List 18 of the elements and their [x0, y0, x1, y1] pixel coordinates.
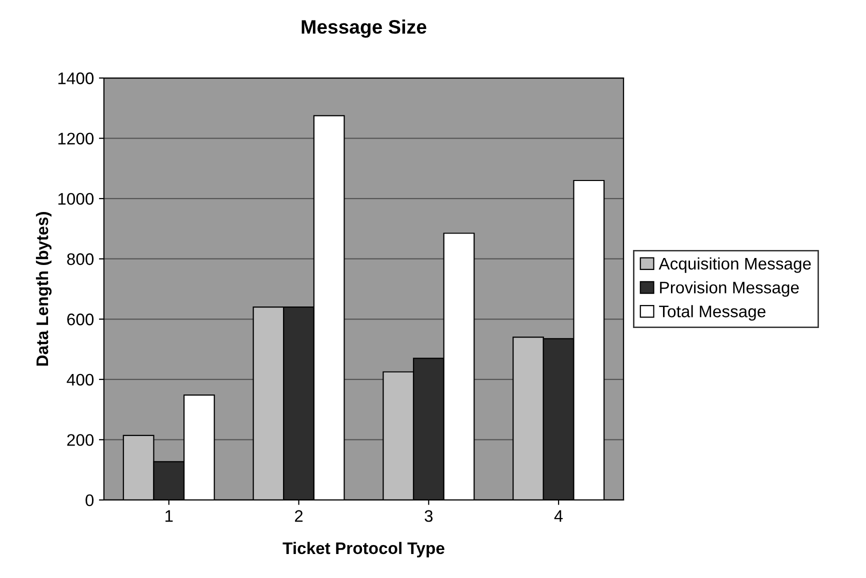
legend-label: Acquisition Message — [658, 257, 811, 273]
y-tick-label: 0 — [86, 494, 94, 506]
x-tick-label: 2 — [294, 510, 303, 522]
chart-title: Message Size — [302, 19, 426, 38]
legend-label: Total Message — [659, 305, 766, 321]
legend-label: Provision Message — [660, 281, 799, 297]
y-tick-label: 400 — [66, 374, 94, 386]
y-tick-label: 200 — [67, 434, 94, 446]
y-tick-label: 600 — [67, 314, 94, 326]
y-tick-label: 800 — [67, 253, 94, 266]
x-tick-label: 4 — [554, 510, 563, 522]
y-axis-title: Data Length (bytes) — [36, 212, 52, 366]
y-tick-label: 1200 — [58, 132, 94, 145]
x-axis-title: Ticket Protocol Type — [282, 542, 444, 558]
y-tick-label: 1400 — [58, 72, 94, 84]
y-tick-label: 1000 — [58, 192, 94, 205]
x-tick-label: 3 — [424, 510, 433, 522]
x-tick-label: 1 — [166, 510, 173, 522]
